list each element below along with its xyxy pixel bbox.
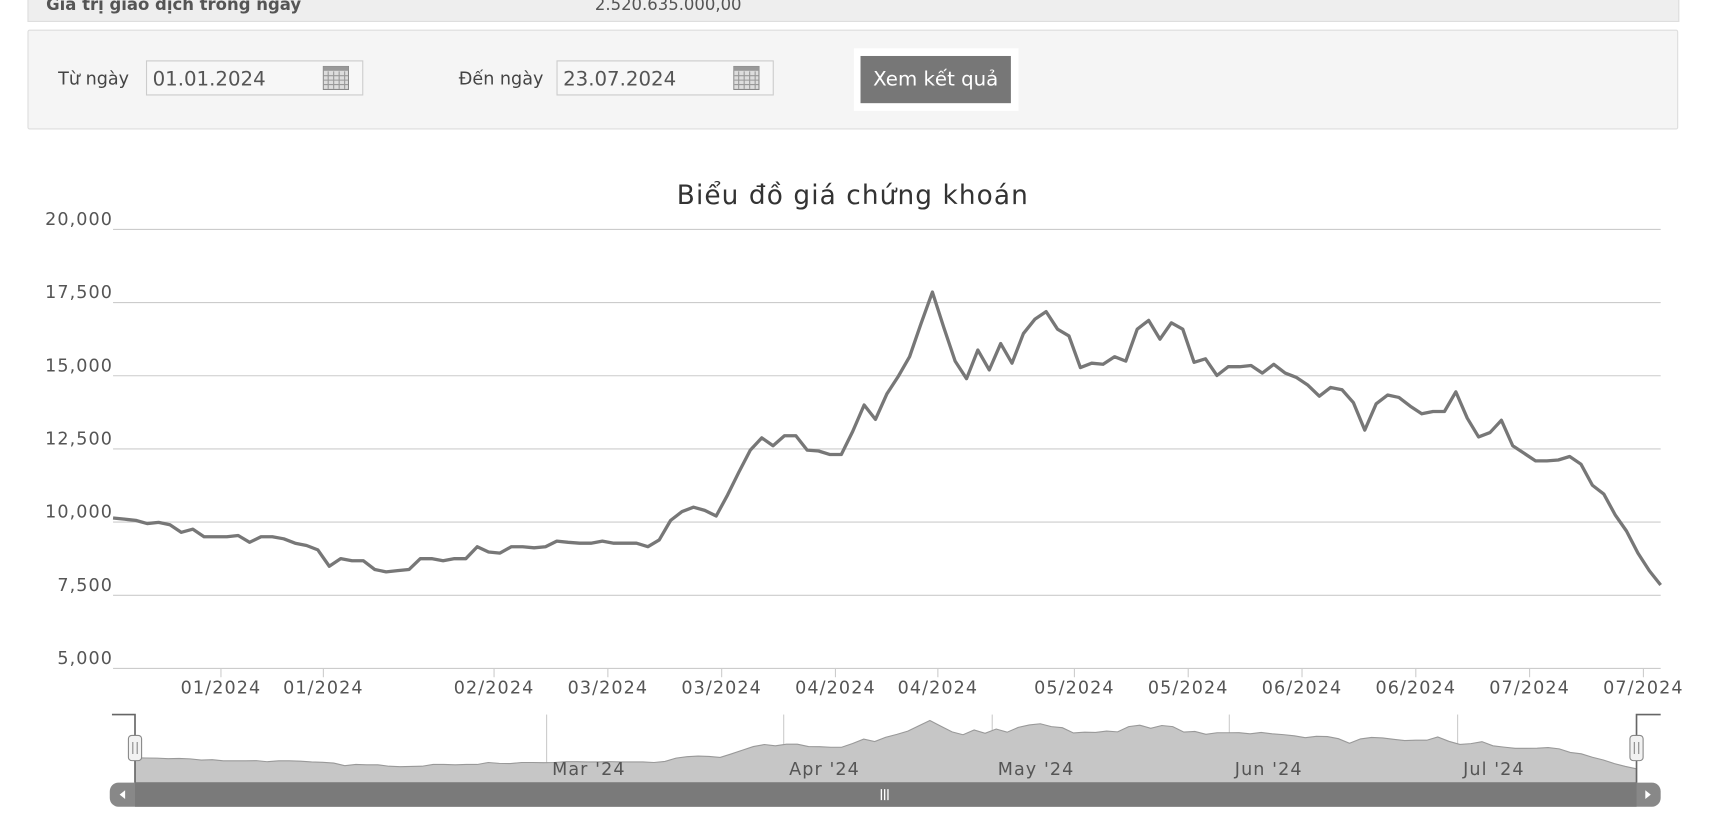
y-tick-label: 20,000 xyxy=(45,210,113,230)
navigator-handle[interactable] xyxy=(127,734,143,762)
calendar-icon[interactable] xyxy=(733,65,760,91)
date-form: Từ ngày 01.01.2024 Đến ngày 23.07.2024 X… xyxy=(27,29,1679,130)
from-label: Từ ngày xyxy=(58,68,130,89)
from-value: 01.01.2024 xyxy=(152,68,266,92)
navigator-area xyxy=(134,719,1638,784)
summary-value: 2.520.635.000,00 xyxy=(594,0,742,15)
y-tick-label: 17,500 xyxy=(45,283,113,303)
navigator-label: Apr '24 xyxy=(789,760,860,780)
y-tick-label: 15,000 xyxy=(45,356,113,376)
x-tick-label: 05/2024 xyxy=(1034,679,1115,699)
summary-row: Giá trị giao dịch trong ngày 2.520.635.0… xyxy=(27,0,1680,22)
button-frame: Xem kết quả xyxy=(853,48,1019,111)
navigator-handle[interactable] xyxy=(1629,734,1644,762)
x-tick-label: 04/2024 xyxy=(898,679,979,699)
navigator-label: Jul '24 xyxy=(1462,760,1525,780)
to-value: 23.07.2024 xyxy=(563,68,677,92)
to-label: Đến ngày xyxy=(458,68,544,89)
x-tick-label: 06/2024 xyxy=(1262,679,1343,699)
scrollbar-thumb[interactable] xyxy=(135,782,1637,807)
navigator-label: Jun '24 xyxy=(1234,760,1303,780)
scroll-left-arrow[interactable] xyxy=(119,790,126,800)
y-tick-label: 10,000 xyxy=(45,503,113,523)
x-tick-label: 02/2024 xyxy=(454,679,535,699)
y-tick-label: 12,500 xyxy=(45,430,113,450)
x-tick-label: 04/2024 xyxy=(795,679,876,699)
x-tick-label: 07/2024 xyxy=(1603,679,1684,699)
navigator-label: Mar '24 xyxy=(552,760,626,780)
x-tick-label: 06/2024 xyxy=(1376,679,1457,699)
y-tick-label: 5,000 xyxy=(57,649,113,669)
from-input[interactable]: 01.01.2024 xyxy=(145,60,364,96)
handle-grip xyxy=(132,741,138,755)
scrollbar-grip xyxy=(880,789,889,801)
to-input[interactable]: 23.07.2024 xyxy=(556,60,774,96)
price-line xyxy=(112,290,1662,587)
x-tick-label: 03/2024 xyxy=(568,679,649,699)
x-tick-label: 01/2024 xyxy=(181,679,262,699)
x-tick-label: 07/2024 xyxy=(1489,679,1570,699)
x-tick-label: 01/2024 xyxy=(283,679,364,699)
chart-title: Biểu đồ giá chứng khoán xyxy=(677,180,1029,211)
calendar-icon[interactable] xyxy=(322,65,350,91)
summary-label: Giá trị giao dịch trong ngày xyxy=(46,0,302,15)
x-tick-label: 05/2024 xyxy=(1148,679,1229,699)
scroll-right-arrow[interactable] xyxy=(1645,790,1651,800)
x-tick-label: 03/2024 xyxy=(681,679,762,699)
submit-button[interactable]: Xem kết quả xyxy=(860,55,1011,104)
handle-grip xyxy=(1633,741,1640,755)
navigator-label: May '24 xyxy=(998,760,1075,780)
y-tick-label: 7,500 xyxy=(57,576,113,596)
